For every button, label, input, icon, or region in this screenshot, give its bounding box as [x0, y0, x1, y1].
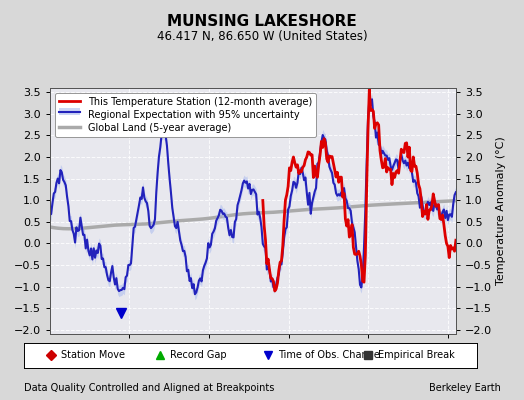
- Text: MUNSING LAKESHORE: MUNSING LAKESHORE: [167, 14, 357, 29]
- Text: Record Gap: Record Gap: [170, 350, 226, 360]
- Legend: This Temperature Station (12-month average), Regional Expectation with 95% uncer: This Temperature Station (12-month avera…: [54, 93, 316, 137]
- Text: 46.417 N, 86.650 W (United States): 46.417 N, 86.650 W (United States): [157, 30, 367, 43]
- Text: Empirical Break: Empirical Break: [378, 350, 455, 360]
- Text: Time of Obs. Change: Time of Obs. Change: [278, 350, 380, 360]
- Y-axis label: Temperature Anomaly (°C): Temperature Anomaly (°C): [496, 137, 506, 285]
- Text: Berkeley Earth: Berkeley Earth: [429, 383, 500, 393]
- Text: Station Move: Station Move: [61, 350, 125, 360]
- Text: Data Quality Controlled and Aligned at Breakpoints: Data Quality Controlled and Aligned at B…: [24, 383, 274, 393]
